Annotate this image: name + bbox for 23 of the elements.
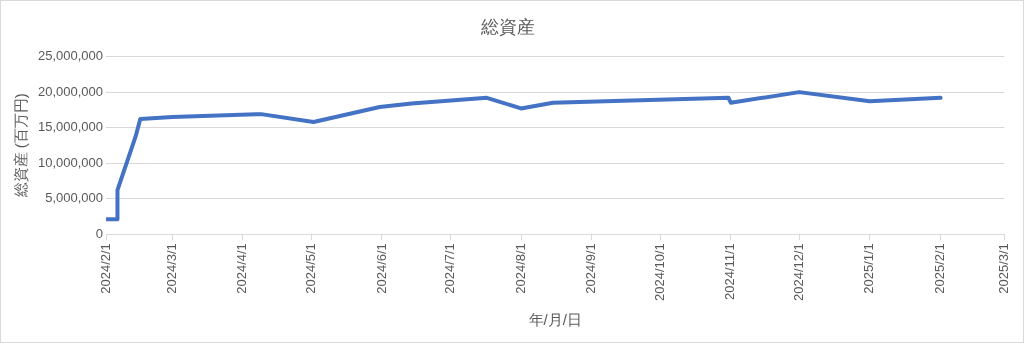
y-tick-label: 5,000,000 bbox=[45, 190, 104, 206]
x-tick-label: 2024/12/1 bbox=[790, 243, 806, 302]
x-tick-label: 2024/10/1 bbox=[651, 243, 667, 302]
y-axis-title: 総資産 (百万円) bbox=[12, 93, 30, 199]
y-tick-label: 20,000,000 bbox=[37, 83, 104, 99]
chart-title: 総資産 bbox=[480, 16, 535, 37]
y-tick-label: 10,000,000 bbox=[37, 154, 104, 170]
x-tick-label: 2024/11/1 bbox=[722, 243, 738, 301]
x-tick-label: 2024/3/1 bbox=[163, 243, 179, 294]
y-tick-label: 25,000,000 bbox=[37, 48, 104, 64]
x-tick-label: 2024/5/1 bbox=[302, 243, 318, 294]
x-tick-label: 2024/2/1 bbox=[97, 243, 113, 294]
x-tick-label: 2024/6/1 bbox=[373, 243, 389, 294]
x-tick-label: 2025/1/1 bbox=[861, 243, 877, 294]
x-tick-label: 2024/9/1 bbox=[583, 243, 599, 294]
x-tick-label: 2024/8/1 bbox=[512, 243, 528, 294]
y-tick-label: 0 bbox=[95, 225, 104, 241]
y-tick-label: 15,000,000 bbox=[37, 119, 104, 135]
x-tick-label: 2025/2/1 bbox=[932, 243, 948, 294]
x-tick-label: 2024/7/1 bbox=[441, 243, 457, 294]
x-axis-title: 年/月/日 bbox=[528, 311, 582, 329]
x-tick-label: 2025/3/1 bbox=[995, 243, 1011, 294]
x-tick-label: 2024/4/1 bbox=[234, 243, 250, 294]
